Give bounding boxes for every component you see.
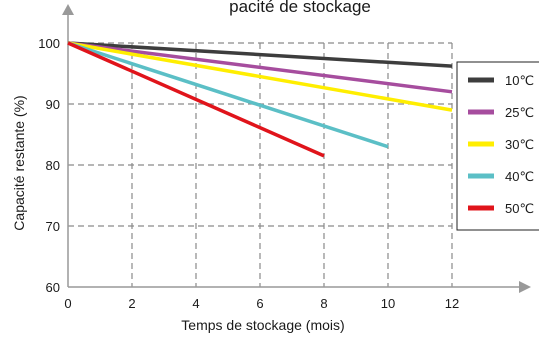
x-tick-label: 4 (192, 296, 199, 311)
y-axis-title: Capacité restante (%) (11, 95, 27, 230)
x-tick-label: 6 (256, 296, 263, 311)
legend-label: 10℃ (505, 73, 534, 88)
series (67, 41, 453, 158)
y-ticks: 60 70 80 90 100 (38, 36, 60, 295)
legend-label: 25℃ (505, 105, 534, 120)
series-line (67, 41, 453, 112)
y-tick-label: 80 (46, 158, 60, 173)
x-tick-label: 12 (445, 296, 459, 311)
x-ticks: 0 2 4 6 8 10 12 (64, 296, 459, 311)
x-axis-arrow (519, 281, 531, 293)
x-tick-label: 10 (381, 296, 395, 311)
legend: 10℃ 25℃ 30℃ 40℃ 50℃ (456, 61, 539, 231)
series-line (67, 41, 389, 149)
x-tick-label: 8 (320, 296, 327, 311)
series-line (67, 41, 453, 94)
y-axis-arrow (62, 4, 74, 15)
x-axis-title: Temps de stockage (mois) (181, 317, 344, 333)
chart-title: pacité de stockage (229, 0, 371, 16)
legend-label: 30℃ (505, 137, 534, 152)
y-tick-label: 60 (46, 280, 60, 295)
grid (68, 42, 453, 287)
x-tick-label: 2 (128, 296, 135, 311)
series-line (67, 41, 325, 158)
y-tick-label: 70 (46, 219, 60, 234)
series-line (67, 41, 453, 68)
legend-label: 40℃ (505, 169, 534, 184)
y-tick-label: 100 (38, 36, 60, 51)
x-tick-label: 0 (64, 296, 71, 311)
y-tick-label: 90 (46, 97, 60, 112)
axes (62, 4, 531, 293)
legend-label: 50℃ (505, 201, 534, 216)
